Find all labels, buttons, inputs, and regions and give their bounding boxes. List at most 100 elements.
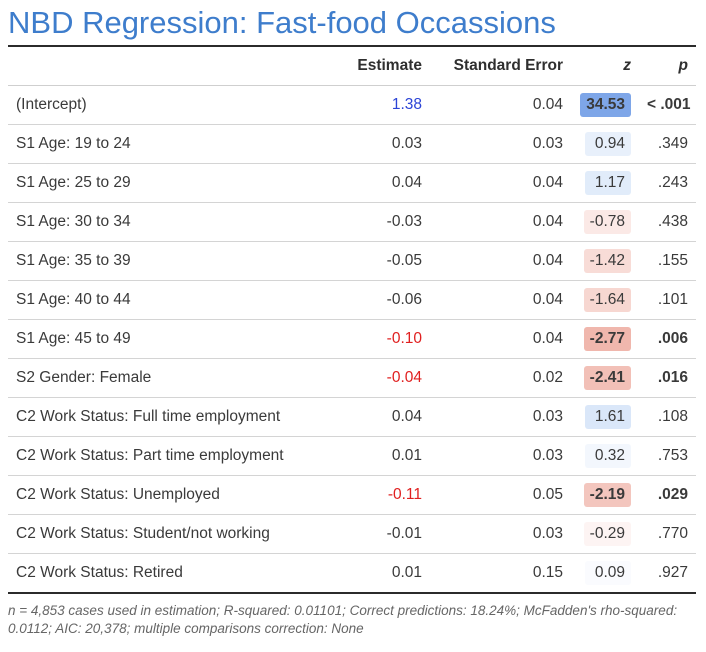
column-header-standard-error: Standard Error (430, 47, 571, 86)
table-row: S1 Age: 25 to 29 0.04 0.04 1.17.243 (8, 163, 696, 203)
z-cell: -0.78 (571, 202, 639, 242)
table-row: C2 Work Status: Unemployed -0.11 0.05 -2.19… (8, 475, 696, 515)
standard-error-cell: 0.03 (430, 397, 571, 437)
estimate-cell: -0.04 (326, 358, 430, 398)
p-value-cell: .243 (639, 163, 696, 203)
row-label: (Intercept) (8, 85, 326, 125)
standard-error-cell: 0.03 (430, 436, 571, 476)
z-value-badge: -0.29 (583, 522, 631, 546)
standard-error-cell: 0.02 (430, 358, 571, 398)
footnote: n = 4,853 cases used in estimation; R-sq… (8, 603, 678, 636)
table-row: S1 Age: 35 to 39 -0.05 0.04 -1.42 .155 (8, 241, 696, 281)
z-value-badge: -2.77 (583, 327, 631, 351)
row-label: C2 Work Status: Full time employment (8, 397, 326, 437)
p-value-cell: .108 (639, 397, 696, 437)
estimate-cell: -0.05 (326, 241, 430, 281)
estimate-cell: 0.01 (326, 436, 430, 476)
row-label: C2 Work Status: Student/not working (8, 514, 326, 554)
standard-error-cell: 0.04 (430, 319, 571, 359)
z-value-badge: 1.17 (585, 171, 631, 195)
p-value-cell: .029 (639, 475, 696, 515)
standard-error-cell: 0.04 (430, 241, 571, 281)
column-header-estimate: Estimate (326, 47, 430, 86)
z-value-badge: 0.94 (585, 132, 631, 156)
p-value-cell: < .001 (639, 85, 696, 125)
column-header-z: z (571, 47, 639, 86)
estimate-cell: -0.03 (326, 202, 430, 242)
standard-error-cell: 0.04 (430, 163, 571, 203)
estimate-cell: -0.11 (326, 475, 430, 515)
z-cell: -1.42 (571, 241, 639, 281)
row-label: C2 Work Status: Retired (8, 553, 326, 594)
row-label: S1 Age: 19 to 24 (8, 124, 326, 164)
z-cell: -0.29 (571, 514, 639, 554)
p-value-cell: .927 (639, 553, 696, 594)
table-row: S1 Age: 30 to 34 -0.03 0.04 -0.78 .438 (8, 202, 696, 242)
table-row: S2 Gender: Female -0.04 0.02 -2.41 .016 (8, 358, 696, 398)
z-cell: -1.64 (571, 280, 639, 320)
row-label: C2 Work Status: Part time employment (8, 436, 326, 476)
standard-error-cell: 0.04 (430, 280, 571, 320)
regression-output: NBD Regression: Fast-food Occassions Est… (8, 0, 696, 638)
z-cell: -2.77 (571, 319, 639, 359)
table-body: (Intercept) 1.38 0.04 34.53 < .001 S1 Age: 19… (8, 85, 696, 594)
standard-error-cell: 0.04 (430, 85, 571, 125)
z-cell: 1.61 (571, 397, 639, 437)
estimate-cell: 1.38 (326, 85, 430, 125)
standard-error-cell: 0.03 (430, 514, 571, 554)
p-value-cell: .753 (639, 436, 696, 476)
z-value-badge: -1.42 (583, 249, 631, 273)
table-row: S1 Age: 40 to 44 -0.06 0.04 -1.64 .101 (8, 280, 696, 320)
table-row: S1 Age: 19 to 24 0.03 0.03 0.94.349 (8, 124, 696, 164)
page-title: NBD Regression: Fast-food Occassions (8, 5, 556, 40)
z-value-badge: -1.64 (583, 288, 631, 312)
title-divider (8, 45, 696, 47)
p-value-cell: .006 (639, 319, 696, 359)
estimate-cell: -0.06 (326, 280, 430, 320)
estimate-cell: 0.03 (326, 124, 430, 164)
table-row: C2 Work Status: Full time employment 0.04… (8, 397, 696, 437)
table-row: S1 Age: 45 to 49 -0.10 0.04 -2.77 .006 (8, 319, 696, 359)
z-value-badge: 34.53 (580, 93, 631, 117)
z-cell: 0.94 (571, 124, 639, 164)
estimate-cell: 0.04 (326, 397, 430, 437)
header-row: Estimate Standard Error z p (8, 47, 696, 86)
p-value-cell: .770 (639, 514, 696, 554)
column-header-label (8, 47, 326, 86)
table-row: C2 Work Status: Retired 0.01 0.15 0.09 .927 (8, 553, 696, 594)
regression-table: Estimate Standard Error z p (Intercept) 1… (8, 47, 696, 594)
table-row: (Intercept) 1.38 0.04 34.53 < .001 (8, 85, 696, 125)
p-value-cell: .016 (639, 358, 696, 398)
z-value-badge: -0.78 (583, 210, 631, 234)
z-value-badge: 0.09 (585, 561, 631, 585)
standard-error-cell: 0.04 (430, 202, 571, 242)
table-row: C2 Work Status: Part time employment 0.01… (8, 436, 696, 476)
standard-error-cell: 0.15 (430, 553, 571, 594)
row-label: S1 Age: 30 to 34 (8, 202, 326, 242)
row-label: S1 Age: 25 to 29 (8, 163, 326, 203)
z-cell: 34.53 (571, 85, 639, 125)
standard-error-cell: 0.03 (430, 124, 571, 164)
z-value-badge: -2.41 (583, 366, 631, 390)
z-cell: 1.17 (571, 163, 639, 203)
p-value-cell: .438 (639, 202, 696, 242)
row-label: C2 Work Status: Unemployed (8, 475, 326, 515)
estimate-cell: -0.10 (326, 319, 430, 359)
standard-error-cell: 0.05 (430, 475, 571, 515)
estimate-cell: 0.01 (326, 553, 430, 594)
p-value-cell: .101 (639, 280, 696, 320)
row-label: S1 Age: 45 to 49 (8, 319, 326, 359)
z-cell: 0.32 (571, 436, 639, 476)
estimate-cell: 0.04 (326, 163, 430, 203)
row-label: S1 Age: 40 to 44 (8, 280, 326, 320)
p-value-cell: .349 (639, 124, 696, 164)
z-value-badge: 0.32 (585, 444, 631, 468)
z-cell: -2.19 (571, 475, 639, 515)
z-cell: 0.09 (571, 553, 639, 594)
row-label: S2 Gender: Female (8, 358, 326, 398)
estimate-cell: -0.01 (326, 514, 430, 554)
z-value-badge: -2.19 (583, 483, 631, 507)
row-label: S1 Age: 35 to 39 (8, 241, 326, 281)
z-cell: -2.41 (571, 358, 639, 398)
p-value-cell: .155 (639, 241, 696, 281)
